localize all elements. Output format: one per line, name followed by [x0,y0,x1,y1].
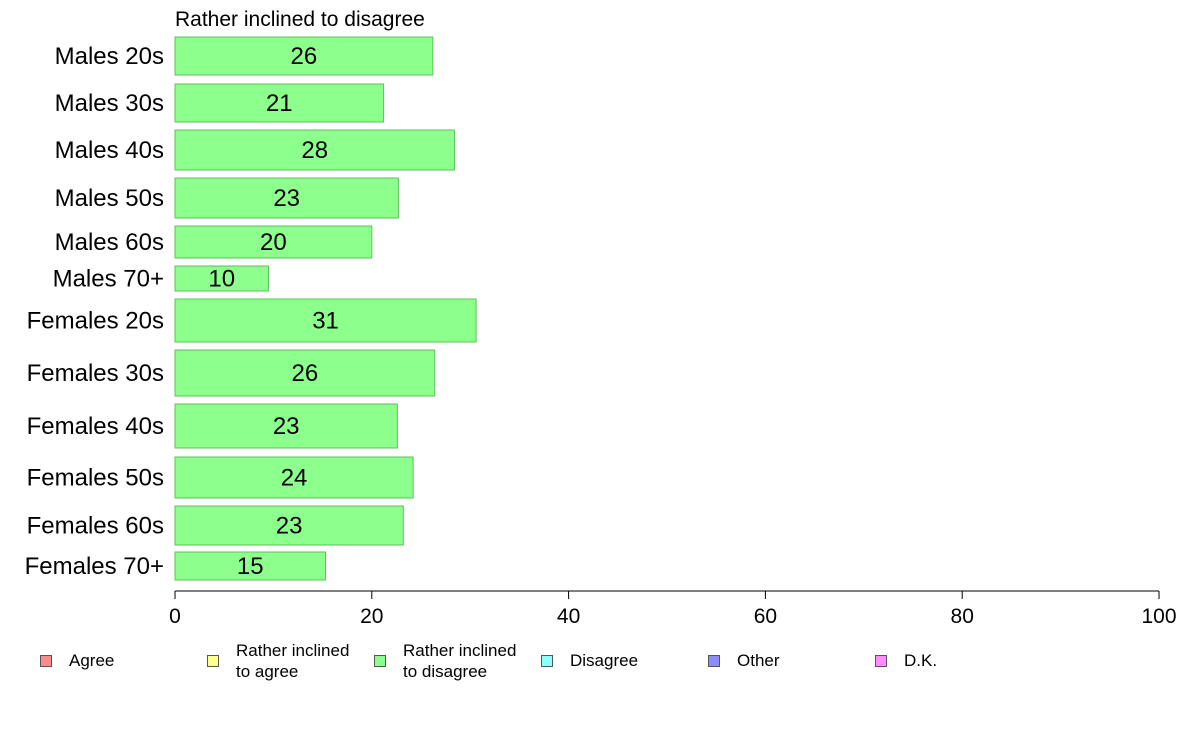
data-label: 21 [266,90,293,117]
category-label: Females 50s [27,465,164,492]
legend-label: Rather inclined to agree [236,641,350,681]
bar-females-40s [174,403,398,449]
category-label: Males 50s [55,185,164,212]
legend-item: Agree [40,650,209,671]
category-label: Females 70+ [25,553,164,580]
bar-females-70- [174,551,327,581]
legend-swatch [207,655,219,667]
x-tick-label: 60 [754,605,777,628]
legend-label: Disagree [570,651,639,670]
x-tick-label: 80 [951,605,974,628]
data-label: 26 [292,360,319,387]
legend-item: Other [708,650,877,671]
category-label: Females 30s [27,360,164,387]
data-label: 26 [291,43,318,70]
data-label: 20 [260,229,287,256]
category-label: Males 30s [55,90,164,117]
legend-swatch [40,655,52,667]
bar-females-50s [174,456,414,499]
bar-males-30s [174,83,385,123]
category-label: Males 60s [55,229,164,256]
category-label: Females 40s [27,413,164,440]
category-label: Males 40s [55,137,164,164]
x-tick-label: 40 [557,605,580,628]
x-tick-label: 20 [360,605,383,628]
data-label: 31 [312,308,339,335]
legend-label: Agree [69,651,115,670]
x-tick-label: 0 [169,605,181,628]
legend-label: D.K. [904,651,938,670]
legend: Agree Rather inclined to agree Rather incl… [0,640,1188,690]
legend-swatch [374,655,386,667]
bar-females-30s [174,349,436,397]
data-label: 15 [237,553,264,580]
legend-item: Disagree [541,650,710,671]
legend-label: Rather inclined to disagree [403,641,517,681]
category-label: Males 20s [55,43,164,70]
data-label: 23 [276,513,303,540]
legend-item: Rather inclined to agree [207,640,376,682]
data-label: 23 [273,413,300,440]
legend-label: Other [737,651,780,670]
bar-females-20s [174,298,477,343]
legend-item: Rather inclined to disagree [374,640,543,682]
category-label: Males 70+ [53,266,164,293]
bar-males-60s [174,225,373,259]
chart-title: Rather inclined to disagree [175,8,425,31]
data-label: 23 [273,185,300,212]
data-label: 28 [301,137,328,164]
legend-item: D.K. [875,650,1044,671]
bar-males-40s [174,129,455,171]
data-label: 10 [208,266,235,293]
legend-swatch [541,655,553,667]
category-label: Females 60s [27,513,164,540]
legend-swatch [875,655,887,667]
category-label: Females 20s [27,308,164,335]
legend-swatch [708,655,720,667]
bar-males-50s [174,177,399,219]
bar-males-20s [174,36,434,76]
bar-females-60s [174,505,404,546]
x-tick-label: 100 [1141,605,1176,628]
data-label: 24 [281,465,308,492]
bar-males-70- [174,265,269,292]
bar-chart: Rather inclined to disagree 26 Males 20s 2… [25,8,1177,628]
